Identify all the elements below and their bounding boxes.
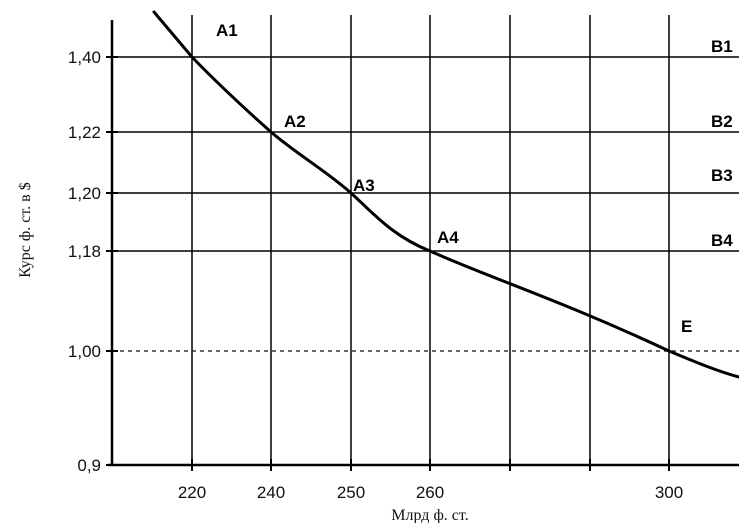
y-tick-label-2: 1,18 <box>68 242 101 261</box>
y-tick-label-0: 0,9 <box>77 456 101 475</box>
curve-line <box>152 10 739 379</box>
vertical-grid <box>191 15 670 465</box>
level-label-b4: B4 <box>711 231 733 250</box>
point-label-e: E <box>681 317 692 336</box>
point-labels: A1 A2 A3 A4 E <box>216 21 692 336</box>
y-tick-label-4: 1,22 <box>68 123 101 142</box>
y-tick-label-5: 1,40 <box>68 48 101 67</box>
x-tick-label-0: 220 <box>178 483 206 502</box>
x-tick-label-4: 300 <box>655 483 683 502</box>
point-label-a4: A4 <box>437 228 459 247</box>
horizontal-grid <box>112 56 739 252</box>
point-label-a1: A1 <box>216 21 238 40</box>
point-label-a3: A3 <box>353 176 375 195</box>
x-axis-title: Млрд ф. ст. <box>391 507 468 523</box>
x-tick-label-2: 250 <box>337 483 365 502</box>
x-axis-ticks: 220 240 250 260 300 <box>178 459 683 502</box>
level-label-b3: B3 <box>711 166 733 185</box>
y-tick-label-1: 1,00 <box>68 342 101 361</box>
point-label-a2: A2 <box>284 112 306 131</box>
level-labels: B1 B2 B3 B4 <box>711 37 733 250</box>
x-tick-label-1: 240 <box>257 483 285 502</box>
level-label-b2: B2 <box>711 112 733 131</box>
y-tick-label-3: 1,20 <box>68 184 101 203</box>
y-axis-ticks: 0,9 1,00 1,18 1,20 1,22 1,40 <box>68 48 118 475</box>
y-axis-title: Курс ф. ст. в $ <box>17 182 34 277</box>
level-label-b1: B1 <box>711 37 733 56</box>
x-tick-label-3: 260 <box>416 483 444 502</box>
